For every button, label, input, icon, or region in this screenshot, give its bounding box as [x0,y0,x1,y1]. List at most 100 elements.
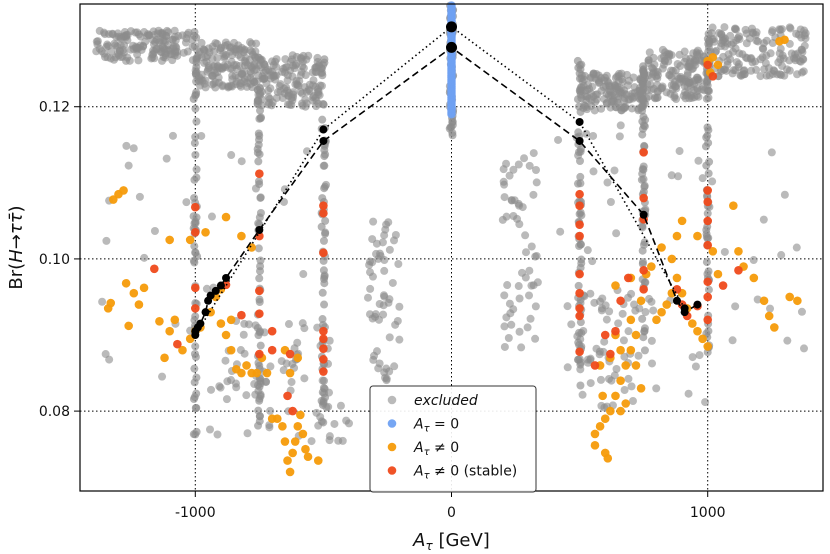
excluded-point [319,236,328,245]
excluded-point [201,53,210,62]
excluded-point [300,324,309,333]
excluded-point [189,212,198,221]
excluded-point [302,87,311,96]
a-tau-nonzero-stable-point [708,71,718,81]
excluded-point [595,297,604,306]
excluded-point [227,151,236,160]
excluded-point [317,222,326,231]
excluded-point [282,62,291,71]
a-tau-nonzero-stable-point [703,277,713,287]
excluded-point [801,34,810,43]
a-tau-nonzero-point [657,307,666,317]
excluded-point [704,93,713,102]
excluded-point [225,82,234,91]
excluded-point [639,69,648,78]
a-tau-nonzero-point [201,227,210,237]
a-tau-nonzero-stable-point [267,326,277,336]
excluded-point [573,179,582,188]
excluded-point [638,106,647,115]
a-tau-nonzero-point [296,410,305,420]
excluded-point [322,403,331,412]
excluded-point [593,90,602,99]
a-tau-nonzero-point [165,235,174,245]
dotted-curve-marker [575,117,584,126]
excluded-point [222,395,231,404]
a-tau-nonzero-point [780,35,789,45]
excluded-point [120,41,129,50]
excluded-point [164,28,173,37]
excluded-point [280,89,289,98]
excluded-point [764,64,773,73]
excluded-point [515,220,524,229]
excluded-point [500,342,509,351]
excluded-point [167,50,176,59]
excluded-point [507,320,516,329]
a-tau-nonzero-point [652,315,661,325]
excluded-point [321,150,330,159]
excluded-point [704,267,713,276]
excluded-point [253,148,262,157]
excluded-point [594,71,603,80]
excluded-point [284,320,293,329]
excluded-point [150,226,159,235]
dotted-curve-marker [319,125,328,134]
excluded-point [161,51,170,60]
a-tau-nonzero-stable-point [150,264,159,274]
a-tau-nonzero-stable-point [255,286,264,296]
excluded-point [278,67,287,76]
y-tick-label: 0.10 [39,252,70,268]
excluded-point [529,281,538,290]
excluded-point [641,99,650,108]
excluded-point [368,272,377,281]
excluded-point [135,192,144,201]
a-tau-nonzero-point [165,326,174,336]
y-tick-label: 0.12 [39,100,70,116]
excluded-point [576,365,585,374]
a-tau-nonzero-point [759,296,769,306]
excluded-point [158,28,167,37]
excluded-point [531,334,540,343]
legend-marker-Aneq0 [387,442,397,452]
excluded-point [217,43,226,52]
a-tau-nonzero-stable-point [639,266,648,275]
excluded-point [640,324,649,333]
excluded-point [234,73,243,82]
excluded-point [799,67,808,76]
a-tau-nonzero-point [764,311,774,321]
excluded-point [600,337,609,346]
a-tau-nonzero-point [221,330,231,340]
y-axis-label: Br(H→ττ̄) [6,205,27,289]
excluded-point [634,351,643,360]
excluded-point [728,47,737,56]
excluded-point [191,342,200,351]
excluded-point [614,319,623,328]
excluded-point [602,315,611,324]
excluded-point [792,243,801,252]
excluded-point [531,302,540,311]
excluded-point [525,266,534,275]
excluded-point [264,86,273,95]
excluded-point [445,124,454,133]
excluded-point [670,91,679,100]
legend-label-Aneq0: Aτ ≠ 0 [413,440,459,458]
excluded-point [368,235,377,244]
excluded-point [575,69,584,78]
excluded-point [580,101,589,110]
excluded-point [608,88,617,97]
legend-box [369,385,537,493]
excluded-point [289,88,298,97]
excluded-point [363,293,372,302]
excluded-point [168,44,177,53]
excluded-point [780,190,789,199]
dashed-curve-marker [639,210,648,219]
excluded-point [796,57,805,66]
a-tau-nonzero-stable-point [575,288,584,298]
a-tau-nonzero-point [713,269,723,279]
excluded-point [631,306,640,315]
excluded-point [680,47,689,56]
a-tau-nonzero-stable-point [285,349,295,359]
a-tau-nonzero-stable-point [237,310,246,320]
excluded-point [518,203,527,212]
excluded-point [272,93,281,102]
excluded-point [576,381,585,390]
